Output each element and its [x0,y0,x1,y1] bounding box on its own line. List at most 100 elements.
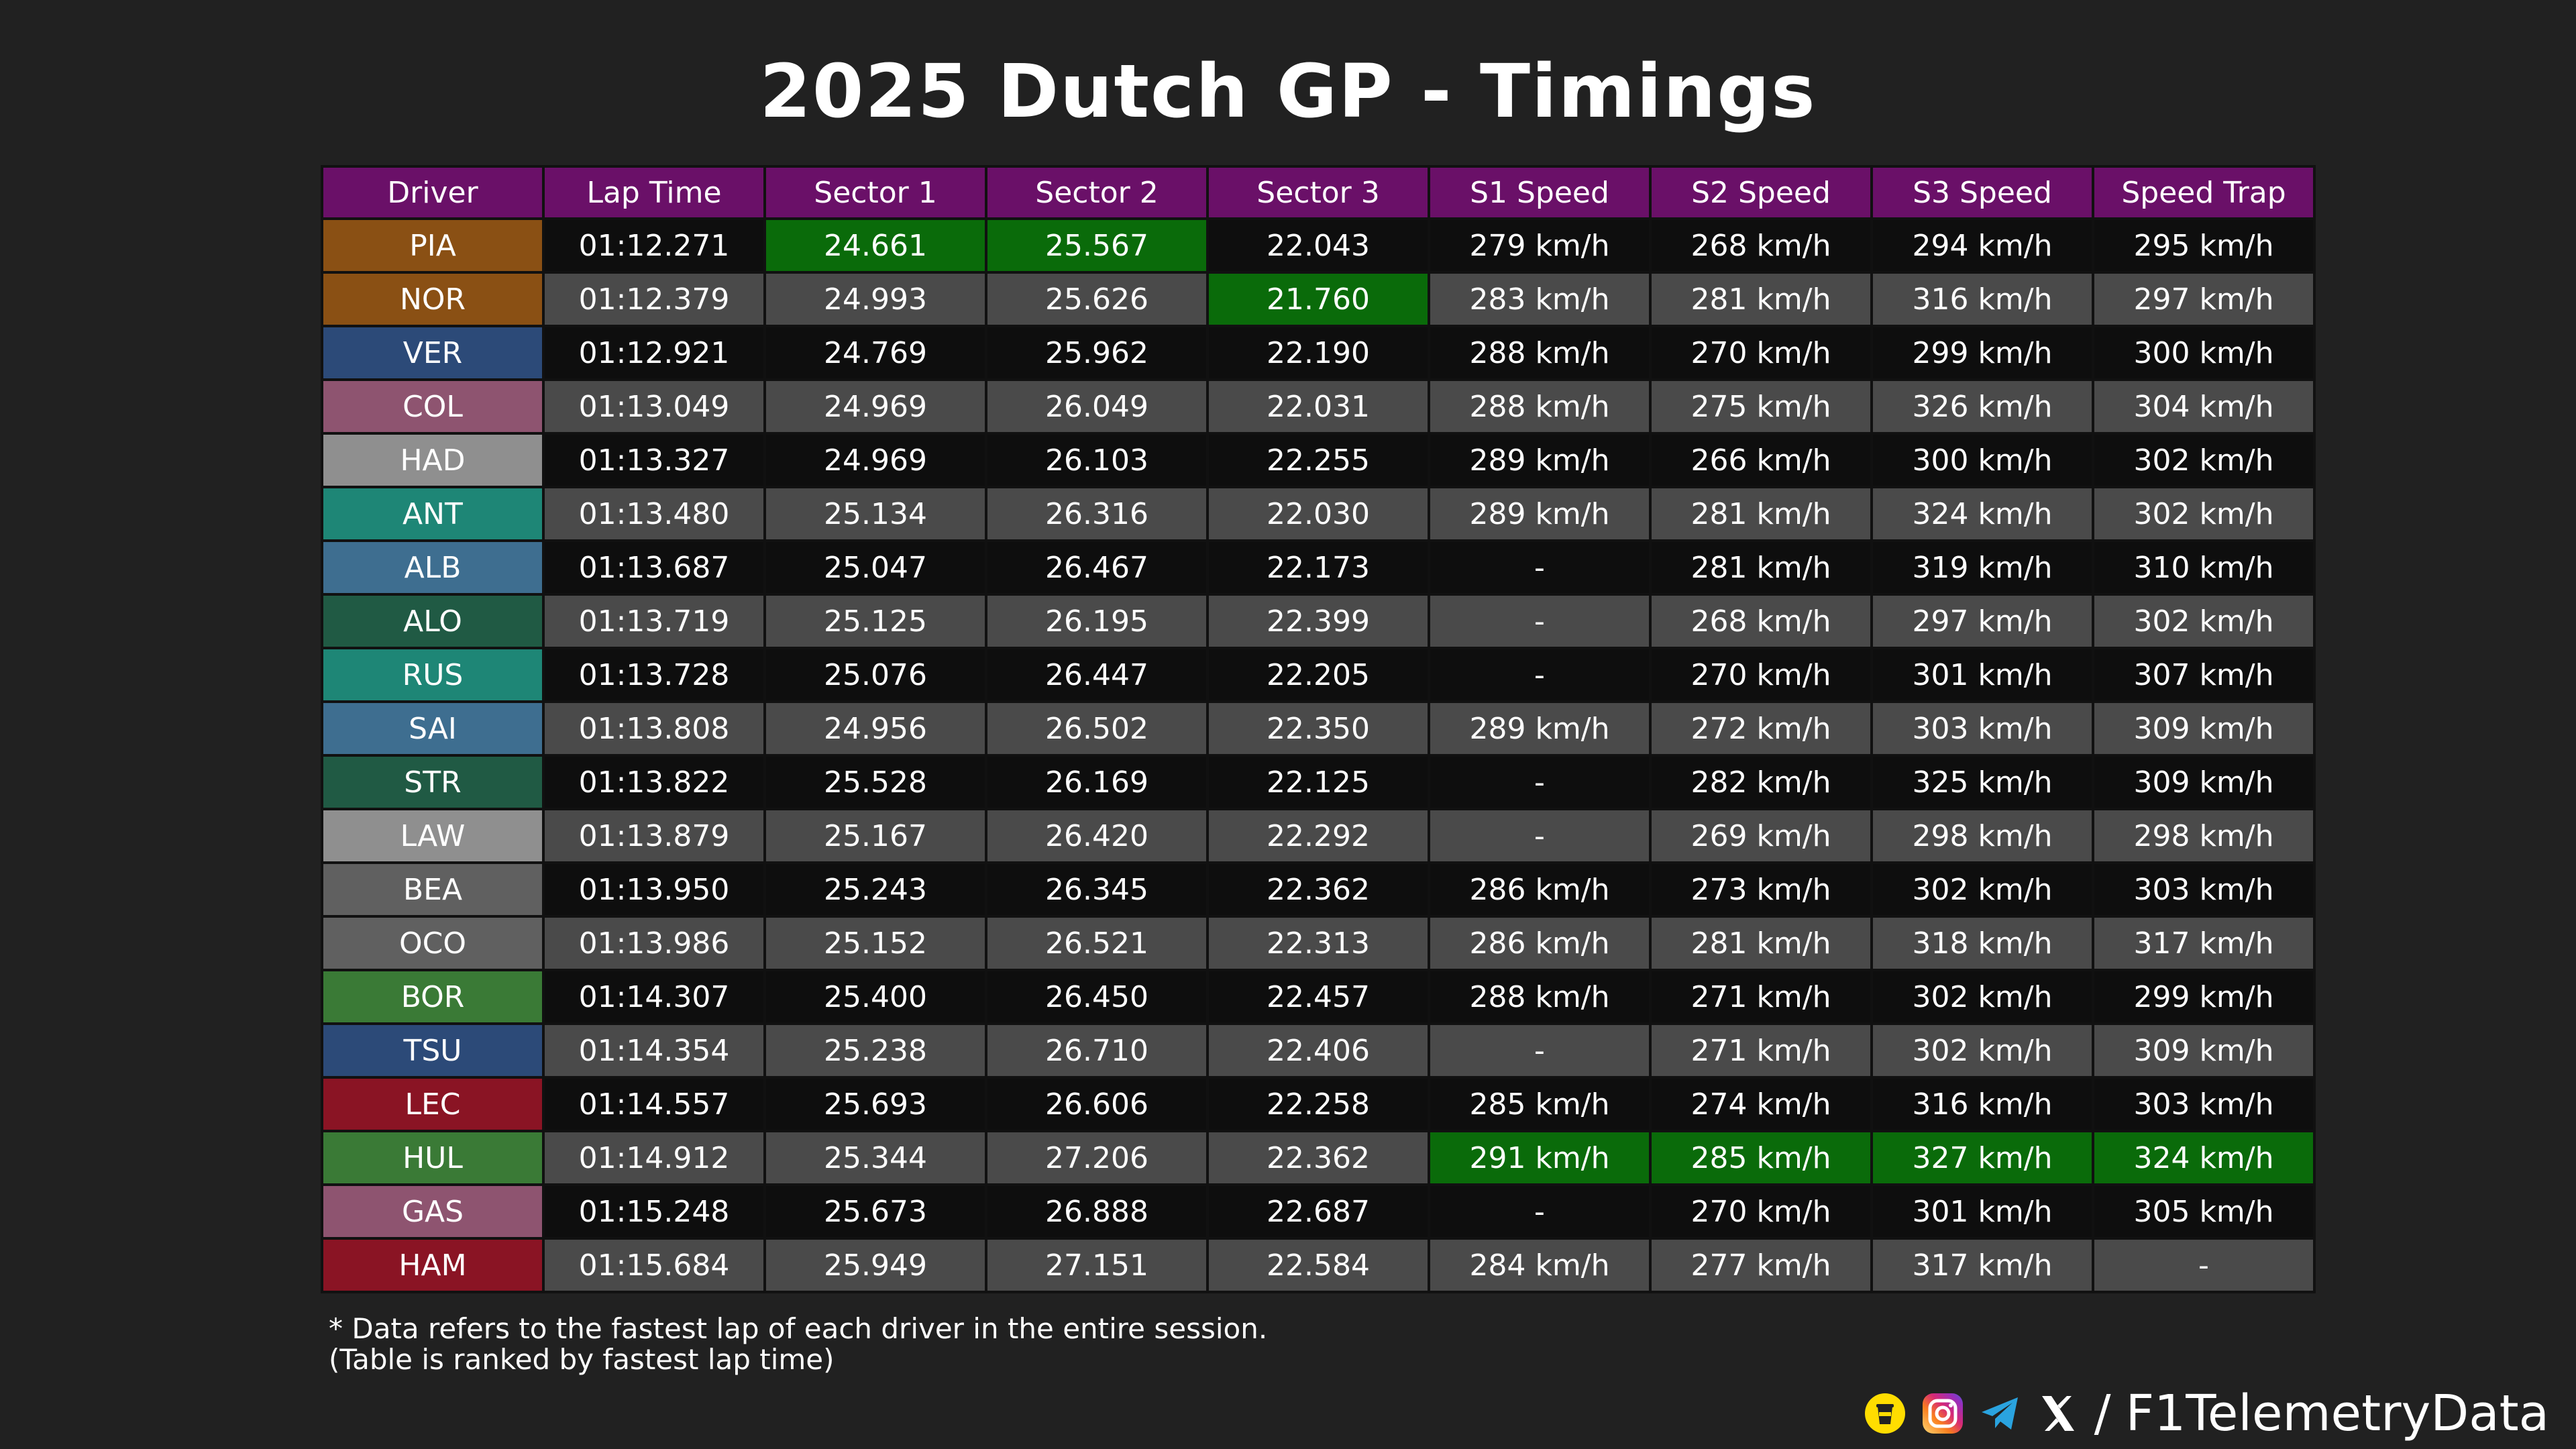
table-cell: 22.406 [1209,1025,1428,1076]
table-cell: 24.956 [766,703,985,754]
x-icon[interactable] [2037,1392,2080,1435]
table-cell: 24.969 [766,435,985,486]
table-cell: 299 km/h [2094,971,2313,1022]
table-cell: 22.350 [1209,703,1428,754]
column-header: Driver [323,168,542,217]
table-row: STR 01:13.822 25.528 26.169 22.125-282 km/h 3… [323,757,2313,808]
table-cell: 281 km/h [1652,274,1870,325]
timing-table: Driver Lap Time Sector 1 Sector 2 Sector 3 S1… [321,165,2316,1293]
table-cell: 273 km/h [1652,864,1870,915]
footnote: * Data refers to the fastest lap of each… [329,1313,1267,1375]
driver-cell: TSU [323,1025,542,1076]
table-row: ALB 01:13.687 25.047 26.467 22.173-281 km/h 3… [323,542,2313,593]
table-cell: 01:12.271 [545,220,763,271]
table-cell: 325 km/h [1873,757,2092,808]
table-cell: 26.521 [987,918,1206,969]
table-cell: 310 km/h [2094,542,2313,593]
table-cell: 275 km/h [1652,381,1870,432]
table-cell: 288 km/h [1430,327,1649,378]
table-cell: 271 km/h [1652,1025,1870,1076]
column-header: Speed Trap [2094,168,2313,217]
table-cell: 25.125 [766,596,985,647]
table-cell: 298 km/h [2094,810,2313,861]
table-cell: 25.949 [766,1240,985,1291]
instagram-icon[interactable] [1921,1392,1964,1435]
table-cell: 01:13.719 [545,596,763,647]
driver-cell: COL [323,381,542,432]
table-cell: 25.152 [766,918,985,969]
driver-cell: LAW [323,810,542,861]
brand-footer: / F1TelemetryData [1864,1383,2549,1444]
table-row: HUL 01:14.912 25.344 27.206 22.362 291 km/h 28… [323,1132,2313,1183]
table-cell: 282 km/h [1652,757,1870,808]
table-cell: 303 km/h [2094,864,2313,915]
table-cell: 285 km/h [1652,1132,1870,1183]
table-cell: 01:13.049 [545,381,763,432]
table-cell: 22.125 [1209,757,1428,808]
table-cell: 297 km/h [2094,274,2313,325]
table-cell: 21.760 [1209,274,1428,325]
driver-cell: ALO [323,596,542,647]
table-cell: 01:14.912 [545,1132,763,1183]
table-cell: 25.962 [987,327,1206,378]
table-cell: 25.134 [766,488,985,539]
footnote-line-2: (Table is ranked by fastest lap time) [329,1343,835,1376]
table-cell: 288 km/h [1430,381,1649,432]
driver-cell: SAI [323,703,542,754]
column-header: Sector 2 [987,168,1206,217]
table-cell: 01:13.986 [545,918,763,969]
table-cell: 298 km/h [1873,810,2092,861]
table-cell: 301 km/h [1873,1186,2092,1237]
table-cell: 294 km/h [1873,220,2092,271]
table-cell: 279 km/h [1430,220,1649,271]
table-cell: 266 km/h [1652,435,1870,486]
table-cell: 295 km/h [2094,220,2313,271]
table-cell: 22.255 [1209,435,1428,486]
driver-cell: HAD [323,435,542,486]
table-cell: 01:13.728 [545,649,763,700]
table-cell: 24.969 [766,381,985,432]
driver-cell: BOR [323,971,542,1022]
table-cell: 01:14.354 [545,1025,763,1076]
table-cell: 26.049 [987,381,1206,432]
table-row: ANT 01:13.480 25.134 26.316 22.030 289 km/h 28… [323,488,2313,539]
driver-cell: ANT [323,488,542,539]
table-cell: 22.457 [1209,971,1428,1022]
table-cell: 327 km/h [1873,1132,2092,1183]
table-cell: 26.169 [987,757,1206,808]
table-cell: 302 km/h [1873,864,2092,915]
column-header: Sector 3 [1209,168,1428,217]
table-cell: 22.030 [1209,488,1428,539]
table-cell: 26.467 [987,542,1206,593]
table-cell: 01:12.379 [545,274,763,325]
table-cell: 305 km/h [2094,1186,2313,1237]
telegram-icon[interactable] [1979,1392,2022,1435]
table-row: BOR 01:14.307 25.400 26.450 22.457 288 km/h 27… [323,971,2313,1022]
table-header-row: Driver Lap Time Sector 1 Sector 2 Sector 3 S1… [323,168,2313,217]
table-cell: 01:13.950 [545,864,763,915]
table-cell: 269 km/h [1652,810,1870,861]
table-cell: 317 km/h [1873,1240,2092,1291]
table-cell: 284 km/h [1430,1240,1649,1291]
table-cell: 299 km/h [1873,327,2092,378]
brand-handle[interactable]: F1TelemetryData [2125,1385,2549,1442]
buymeacoffee-icon[interactable] [1864,1392,1907,1435]
table-cell: 324 km/h [1873,488,2092,539]
table-row: ALO 01:13.719 25.125 26.195 22.399-268 km/h 2… [323,596,2313,647]
table-cell: 302 km/h [1873,971,2092,1022]
table-cell: - [1430,596,1649,647]
table-cell: 01:13.480 [545,488,763,539]
driver-cell: NOR [323,274,542,325]
page-title: 2025 Dutch GP - Timings [759,48,1817,134]
table-cell: 22.205 [1209,649,1428,700]
footnote-line-1: * Data refers to the fastest lap of each… [329,1312,1268,1345]
table-row: PIA 01:12.271 24.661 25.567 22.043 279 km/h 26… [323,220,2313,271]
table-cell: 300 km/h [2094,327,2313,378]
table-cell: 22.031 [1209,381,1428,432]
table-cell: 25.693 [766,1079,985,1130]
table-cell: 26.450 [987,971,1206,1022]
table-cell: 302 km/h [1873,1025,2092,1076]
table-cell: 288 km/h [1430,971,1649,1022]
table-cell: 319 km/h [1873,542,2092,593]
table-cell: - [1430,542,1649,593]
